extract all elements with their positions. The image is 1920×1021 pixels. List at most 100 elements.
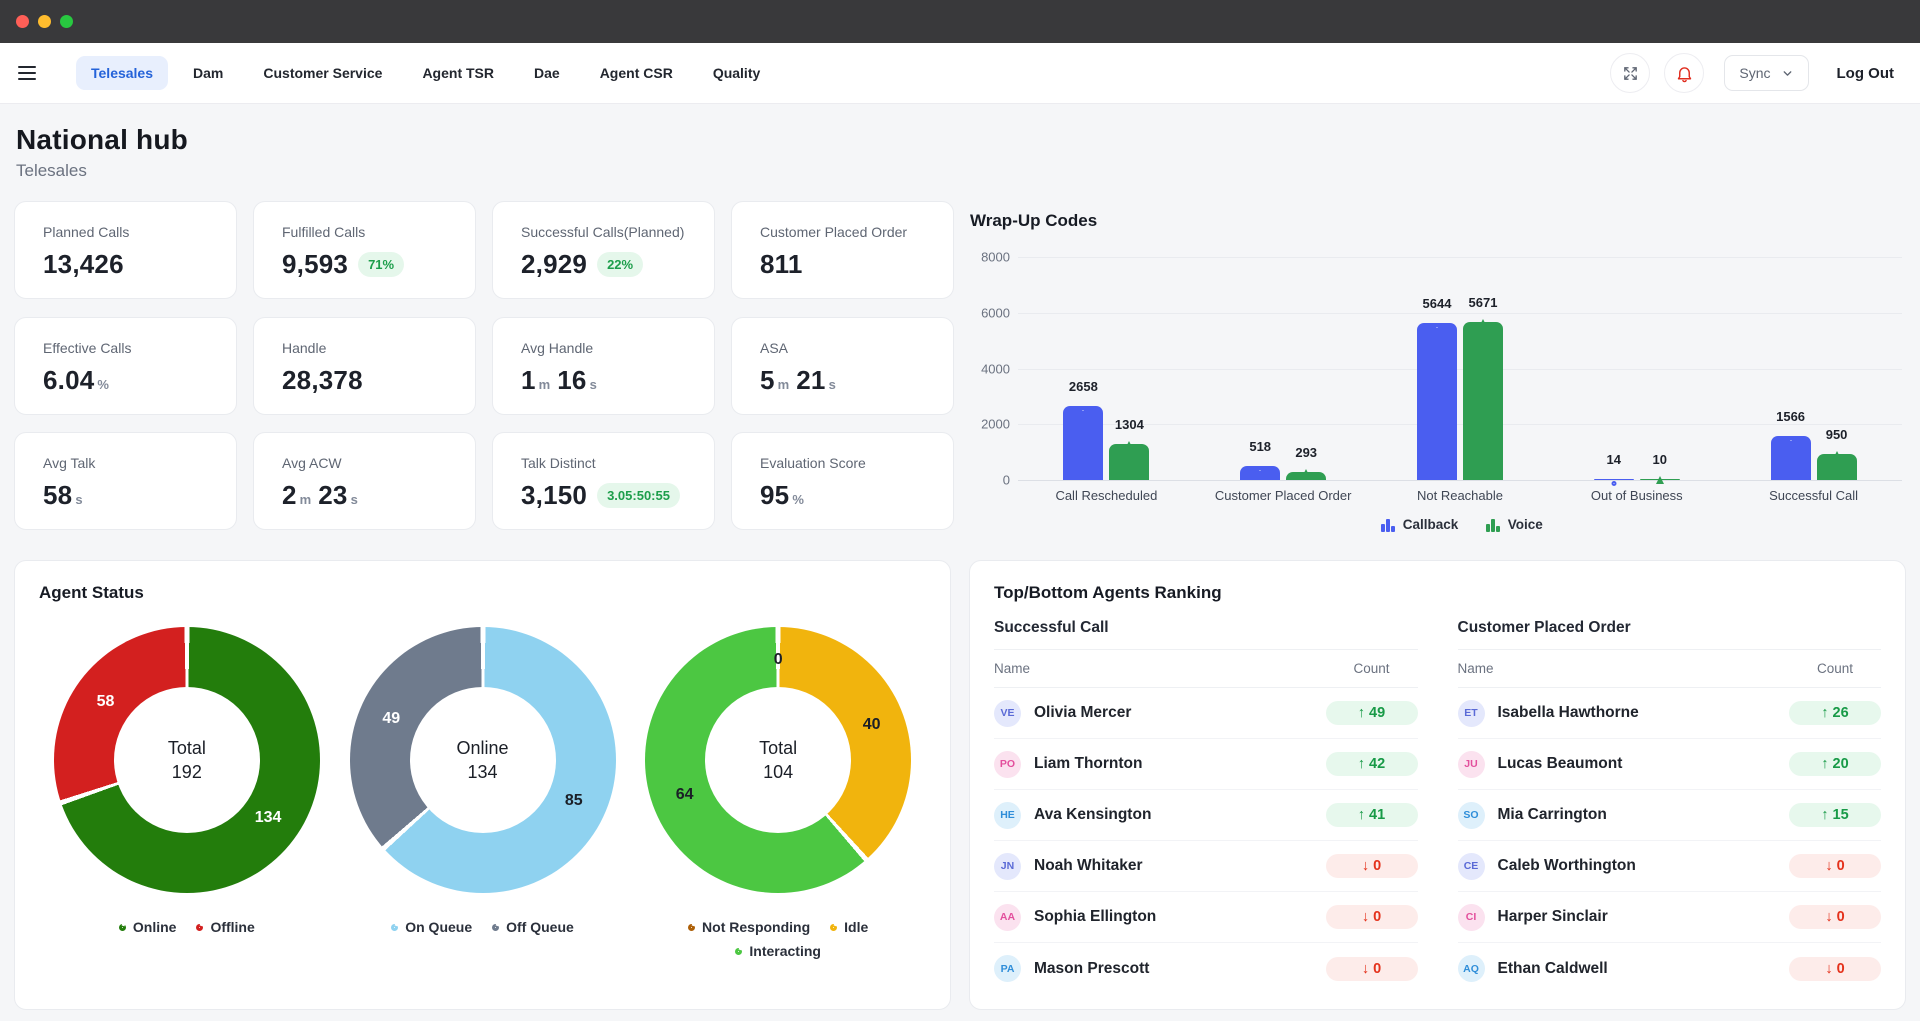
x-axis-label: Customer Placed Order [1214,488,1352,503]
arrow-down-icon: ↓ [1825,909,1833,925]
triangle-marker-icon [1655,476,1664,484]
table-row: AA Sophia Ellington ↓ 0 [994,892,1418,943]
table-row: ET Isabella Hawthorne ↑ 26 [1457,688,1881,739]
donut-center: Online 134 [409,687,556,833]
tab-dam[interactable]: Dam [178,56,238,90]
kpi-number: 6.04 [43,364,95,395]
ranking-tables: Successful Call Name Count VE Olivia Mercer ↑… [994,619,1881,994]
legend-item-interacting[interactable]: Interacting [735,943,821,959]
table-row: PO Liam Thornton ↑ 42 [994,739,1418,790]
notifications-button[interactable] [1664,53,1705,93]
kpi-number: 21 [796,364,826,395]
count-badge: ↓ 0 [1789,905,1881,929]
arrow-down-icon: ↓ [1825,858,1833,874]
legend-item-callback[interactable]: Callback [1381,517,1458,532]
bar-column: 950 [1816,257,1857,480]
sync-dropdown[interactable]: Sync [1724,55,1809,91]
avatar: SO [1457,801,1485,829]
kpi-number: 95 [760,480,790,511]
y-axis-tick: 0 [1002,472,1010,488]
kpi-label: ASA [760,339,789,356]
table-row: SO Mia Carrington ↑ 15 [1457,790,1881,841]
kpi-number: 2,929 [521,249,588,279]
arrow-up-icon: ↑ [1821,807,1829,823]
kpi-value: 28,378 [282,365,451,396]
slice-value-label: 49 [382,710,401,728]
tab-agent-csr[interactable]: Agent CSR [585,56,688,90]
tab-agent-tsr[interactable]: Agent TSR [407,56,509,90]
bar-voice [1462,318,1503,480]
bar-callback [1240,465,1281,480]
bar-group: 5644 5671 [1372,257,1549,480]
bar-value-label: 1566 [1776,409,1806,425]
nav-actions: Sync Log Out [1610,53,1894,93]
donut-legend-icon [118,923,126,931]
circle-marker-icon [1434,324,1440,330]
legend-item-online[interactable]: Online [118,919,176,935]
zoom-window-icon[interactable] [60,15,73,28]
count-value: 0 [1836,858,1845,874]
kpi-label: Fulfilled Calls [282,224,366,240]
count-badge: ↑ 42 [1325,752,1418,776]
kpi-label: Evaluation Score [760,455,866,472]
bar-value-label: 2658 [1068,378,1098,394]
chart-gridline [1018,480,1902,481]
agents-ranking-panel: Top/Bottom Agents Ranking Successful Cal… [969,560,1906,1010]
count-badge: ↓ 0 [1789,956,1881,981]
count-value: 42 [1369,756,1386,772]
legend-label: Off Queue [506,919,574,935]
bar-value-label: 5671 [1468,294,1498,310]
tab-telesales[interactable]: Telesales [76,56,169,90]
kpi-label: Successful Calls(Planned) [521,224,685,240]
table-row: HE Ava Kensington ↑ 41 [994,790,1418,841]
navbar: Telesales Dam Customer Service Agent TSR Dae… [0,43,1920,104]
kpi-value: 5 m 21 s [760,365,929,396]
bar-column: 518 [1240,257,1281,480]
legend-item-not-responding[interactable]: Not Responding [688,919,810,935]
circle-marker-icon [1788,438,1794,444]
kpi-value: 1 m 16 s [521,365,690,396]
count-badge: ↑ 20 [1789,752,1881,776]
tab-quality[interactable]: Quality [698,56,775,90]
table-row: JU Lucas Beaumont ↑ 20 [1457,739,1881,790]
close-window-icon[interactable] [16,15,29,28]
kpi-unit: m [299,492,312,508]
bar-voice [1109,440,1150,480]
ranking-table-customer-placed-order: Customer Placed Order Name Count ET Isabella… [1457,619,1881,994]
legend-item-offline[interactable]: Offline [196,919,255,935]
fullscreen-button[interactable] [1610,53,1651,93]
agent-name: Caleb Worthington [1497,857,1636,874]
logout-button[interactable]: Log Out [1836,64,1894,82]
avatar: CE [1457,852,1485,880]
legend-item-on-queue[interactable]: On Queue [391,919,472,935]
window-titlebar [0,0,1920,43]
kpi-card: Customer Placed Order 811 [731,201,954,299]
count-value: 49 [1369,705,1386,721]
kpi-label: Avg Talk [43,455,96,472]
minimize-window-icon[interactable] [38,15,51,28]
legend-item-voice[interactable]: Voice [1486,517,1543,532]
circle-marker-icon [1080,407,1086,413]
legend-item-off-queue[interactable]: Off Queue [492,919,574,935]
menu-icon[interactable] [18,58,48,88]
kpi-card: Talk Distinct 3,150 3.05:50:55 [492,432,715,531]
kpi-value: 2,929 22% [521,249,690,280]
kpi-number: 58 [43,480,73,511]
arrow-down-icon: ↓ [1825,960,1833,977]
kpi-unit: m [777,376,790,392]
arrow-up-icon: ↑ [1357,756,1366,772]
name-column-header: Name [994,661,1031,676]
count-column-header: Count [1353,661,1390,676]
donut-legend-icon [492,923,500,931]
donut-legend-icon [688,923,696,931]
legend-label: Idle [844,919,869,935]
slice-value-label: 40 [862,715,881,733]
bar-voice [1639,476,1680,484]
kpi-number: 23 [318,480,348,511]
legend-item-idle[interactable]: Idle [830,919,868,935]
tab-dae[interactable]: Dae [519,56,575,90]
count-badge: ↓ 0 [1325,905,1418,929]
tab-customer-service[interactable]: Customer Service [248,56,397,90]
bar-column: 5644 [1416,257,1457,480]
bar-group: 518 293 [1195,257,1372,480]
